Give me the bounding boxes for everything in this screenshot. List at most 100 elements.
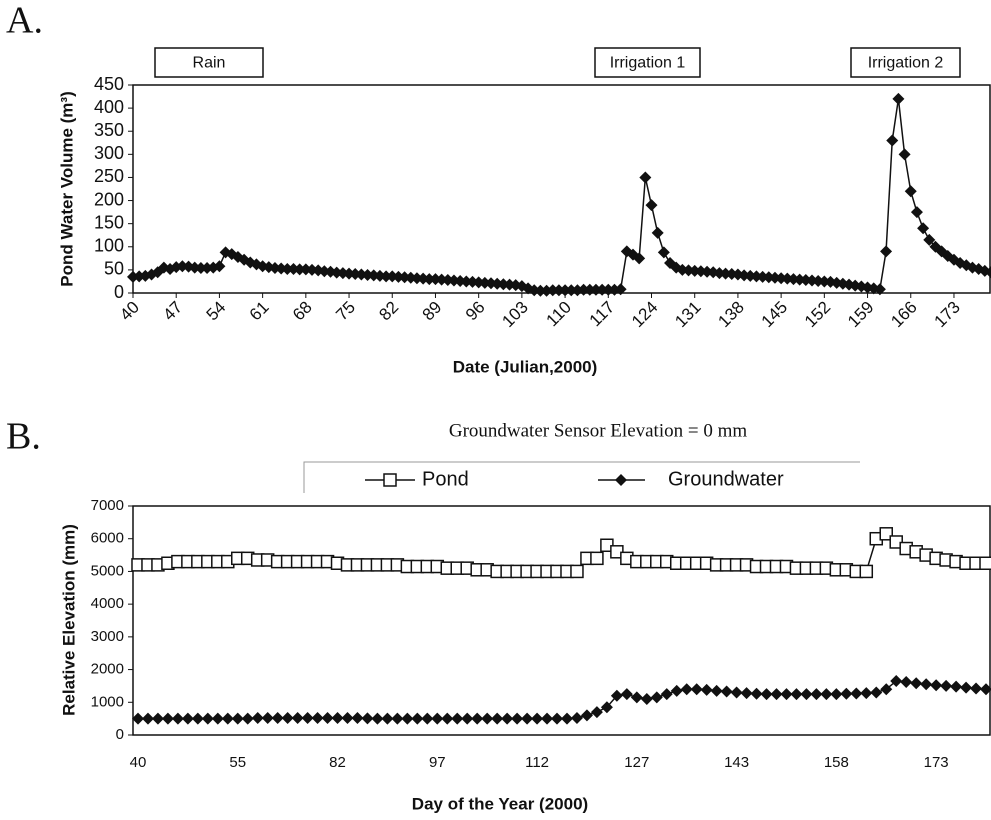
x-tick-label: 127 (624, 754, 649, 771)
y-tick-label: 0 (116, 726, 124, 743)
marker (141, 712, 154, 725)
marker (920, 678, 933, 691)
legend-marker (383, 473, 397, 487)
legend-label: Pond (422, 468, 469, 490)
marker (341, 711, 354, 724)
marker (590, 551, 604, 566)
annotation: Irrigation 2 (868, 55, 944, 72)
legend-frame (303, 461, 860, 493)
marker (680, 683, 693, 696)
marker (559, 284, 572, 297)
marker (910, 206, 923, 219)
x-tick-label: 61 (246, 298, 273, 325)
marker (690, 683, 703, 696)
annotation-box (594, 47, 701, 78)
y-tick-label: 250 (94, 166, 124, 186)
marker (830, 688, 843, 701)
x-axis-title: Day of the Year (2000) (412, 794, 588, 813)
marker (161, 712, 174, 725)
x-tick-label: 40 (130, 754, 147, 771)
marker (401, 712, 414, 725)
marker (860, 687, 873, 700)
marker (596, 283, 609, 296)
marker (431, 712, 444, 725)
marker (879, 527, 893, 541)
marker (271, 711, 284, 724)
y-tick-label: 200 (94, 189, 124, 209)
marker (639, 171, 652, 184)
marker (645, 199, 658, 212)
marker (760, 688, 773, 701)
legend-label: Groundwater (668, 468, 784, 490)
marker (657, 246, 670, 259)
marker (131, 712, 144, 725)
marker (281, 262, 294, 275)
x-tick-label: 54 (203, 298, 230, 325)
panel-label: B. (6, 416, 41, 458)
marker (565, 284, 578, 297)
marker (910, 677, 923, 690)
marker (552, 284, 565, 297)
marker (780, 688, 793, 701)
marker (451, 712, 464, 725)
x-tick-label: 112 (525, 754, 549, 771)
marker (633, 252, 646, 265)
marker (501, 712, 514, 725)
x-tick-label: 143 (724, 754, 749, 771)
marker (600, 701, 613, 714)
y-tick-label: 7000 (91, 497, 124, 514)
x-tick-label: 117 (586, 298, 619, 331)
y-tick-label: 4000 (91, 595, 124, 612)
marker (850, 687, 863, 700)
marker (511, 712, 524, 725)
marker (950, 680, 963, 693)
x-tick-label: 173 (924, 754, 949, 771)
marker (570, 564, 584, 579)
marker (589, 283, 602, 296)
marker (710, 684, 723, 697)
y-tick-label: 150 (94, 212, 124, 232)
marker (531, 712, 544, 725)
plot-frame (132, 505, 991, 736)
marker (570, 711, 583, 724)
marker (602, 283, 615, 296)
y-axis-title: Relative Elevation (mm) (59, 524, 78, 716)
marker (577, 283, 590, 296)
marker (660, 688, 673, 701)
marker (730, 686, 743, 699)
marker (940, 679, 953, 692)
marker (620, 688, 633, 701)
marker (790, 688, 803, 701)
marker (534, 284, 547, 297)
x-tick-label: 110 (542, 298, 575, 331)
x-tick-label: 158 (824, 754, 849, 771)
marker (800, 688, 813, 701)
annotation-box (850, 47, 961, 78)
marker (870, 686, 883, 699)
y-tick-label: 1000 (91, 693, 124, 710)
series-line (137, 680, 987, 720)
marker (411, 712, 424, 725)
x-tick-label: 96 (462, 298, 489, 325)
marker (880, 683, 893, 696)
marker (293, 263, 306, 276)
marker (892, 92, 905, 105)
marker (810, 688, 823, 701)
marker (521, 712, 534, 725)
marker (391, 712, 404, 725)
marker (580, 709, 593, 722)
annotation-box (154, 47, 264, 78)
marker (583, 283, 596, 296)
marker (371, 712, 384, 725)
y-tick-label: 400 (94, 97, 124, 117)
x-tick-label: 47 (159, 298, 186, 325)
marker (311, 711, 324, 724)
marker (740, 687, 753, 700)
marker (213, 260, 226, 273)
marker (261, 711, 274, 724)
marker (923, 233, 936, 246)
marker (471, 712, 484, 725)
marker (281, 711, 294, 724)
marker (979, 556, 991, 570)
marker (481, 712, 494, 725)
